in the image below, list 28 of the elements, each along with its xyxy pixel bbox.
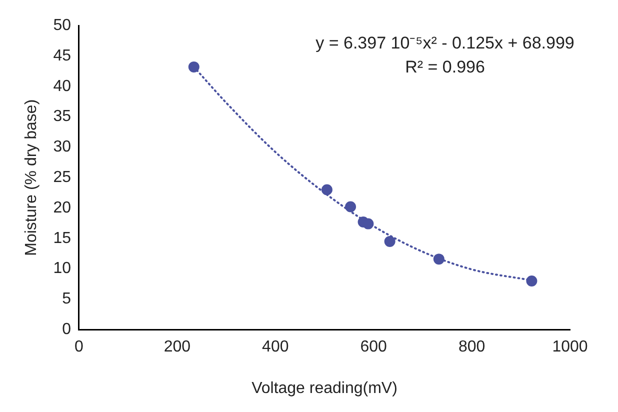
- x-tick-label: 400: [262, 338, 289, 356]
- x-tick-label: 800: [458, 338, 486, 356]
- x-tick-label: 0: [74, 338, 84, 356]
- y-tick-label: 25: [53, 169, 72, 186]
- point: [433, 254, 444, 265]
- point: [384, 236, 396, 247]
- y-tick-label: 20: [53, 199, 72, 216]
- point: [321, 184, 332, 196]
- y-tick-label: 5: [62, 290, 72, 308]
- point: [188, 61, 200, 72]
- point: [345, 201, 356, 212]
- x-tick-label: 200: [164, 338, 191, 356]
- point: [526, 275, 538, 286]
- y-tick-label: 15: [53, 230, 72, 247]
- y-tick-label: 45: [53, 47, 72, 64]
- x-axis-title: Voltage reading(mV): [252, 380, 398, 397]
- y-tick-label: 40: [53, 78, 72, 95]
- y-tick-label: 35: [53, 108, 72, 126]
- annotation: R² = 0.996: [405, 57, 485, 76]
- annotation: y = 6.397 10⁻⁵x² - 0.125x + 68.999: [316, 33, 574, 52]
- y-tick-label: 0: [62, 321, 72, 338]
- y-tick-label: 50: [53, 17, 72, 34]
- x-tick-label: 600: [360, 338, 388, 356]
- y-tick-label: 30: [53, 138, 72, 156]
- y-tick-label: 10: [53, 260, 72, 278]
- point: [362, 218, 374, 230]
- x-tick-label: 1000: [552, 338, 588, 356]
- y-axis-title: Moisture (% dry base): [23, 99, 40, 256]
